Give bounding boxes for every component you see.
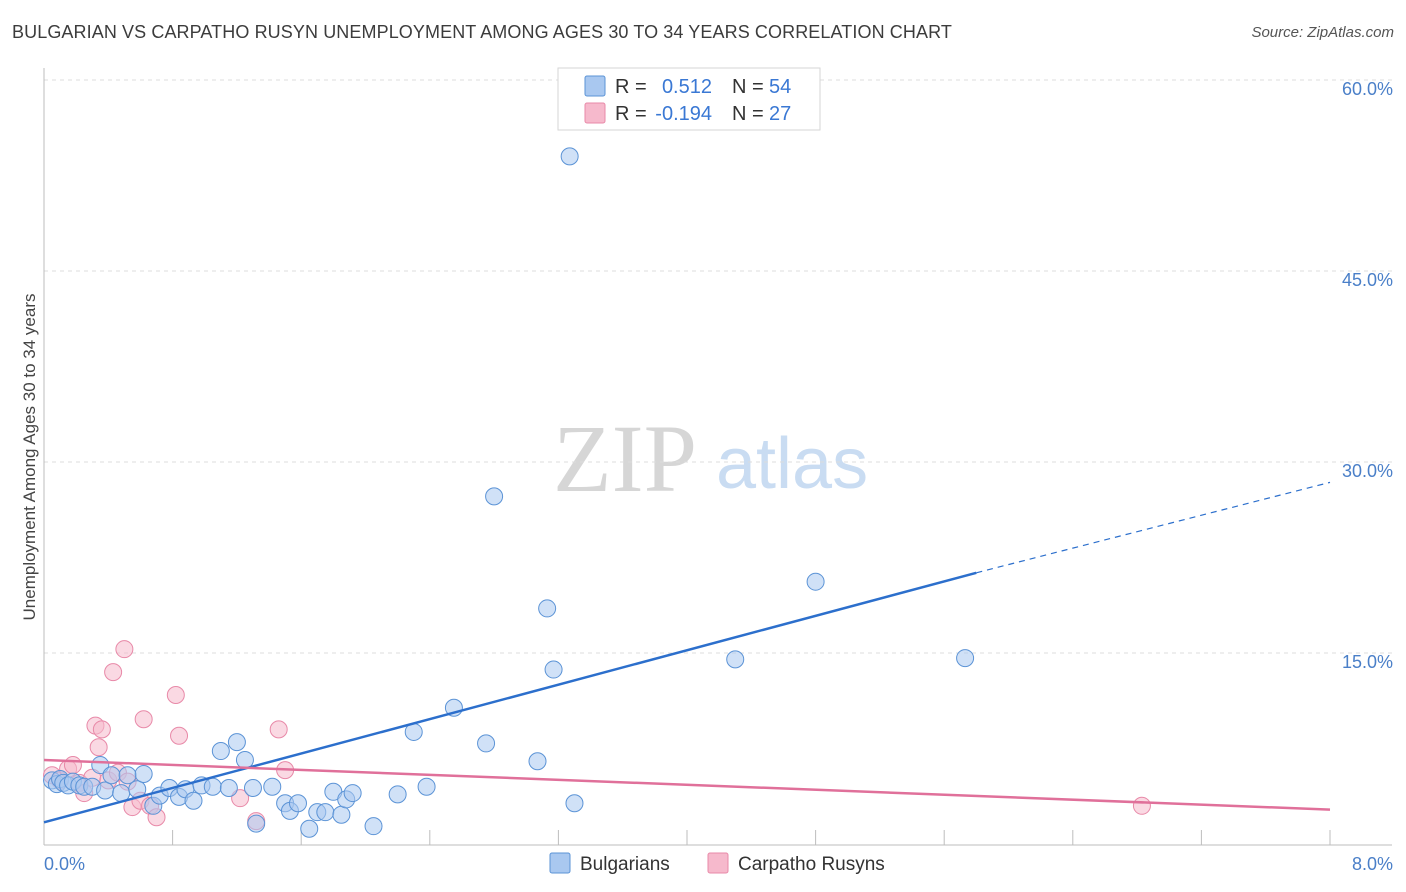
y-tick-labels: 15.0% 30.0% 45.0% 60.0% [1342, 79, 1393, 672]
bulgarians-point-24 [211, 742, 230, 761]
bulgarians-point-21 [184, 791, 203, 810]
trend-lines [43, 481, 1331, 824]
bulgarians-points [43, 147, 975, 838]
y-tick-label-60: 60.0% [1342, 79, 1393, 99]
bulgarians-point-49 [538, 599, 557, 618]
bulgarians-point-28 [243, 778, 262, 797]
bulgarians-point-51 [560, 147, 579, 166]
bulgarians-point-10 [96, 781, 115, 800]
y-tick-label-45: 45.0% [1342, 270, 1393, 290]
legend-swatch-bulgarians [584, 75, 606, 97]
carpatho-rusyns-point-17 [134, 710, 153, 729]
x-tick-label-max: 8.0% [1352, 854, 1393, 874]
bottom-legend-swatch-bulgarians [549, 852, 571, 874]
bulgarians-point-52 [565, 794, 584, 813]
legend-r-value-1: 0.512 [662, 76, 712, 98]
bulgarians-point-36 [316, 803, 335, 822]
bulgarians-point-15 [134, 764, 153, 783]
bulgarians-point-23 [203, 777, 222, 796]
x-tick-label-min: 0.0% [44, 854, 85, 874]
series-legend: Bulgarians Carpatho Rusyns [549, 852, 885, 875]
carpatho-rusyns-point-24 [269, 720, 288, 739]
legend-n-label-1: N = [732, 76, 764, 98]
carpatho-rusyns-point-22 [231, 789, 250, 808]
watermark-zip: ZIP [553, 405, 697, 512]
bulgarians-point-41 [364, 817, 383, 836]
carpatho-rusyns-point-11 [104, 663, 123, 682]
y-tick-label-30: 30.0% [1342, 461, 1393, 481]
carpatho-rusyns-point-8 [89, 738, 108, 757]
correlation-legend: R = 0.512 N = 54 R = -0.194 N = 27 [557, 67, 821, 131]
chart-title: BULGARIAN VS CARPATHO RUSYN UNEMPLOYMENT… [12, 22, 952, 42]
bulgarians-point-50 [544, 660, 563, 679]
bulgarians-point-38 [332, 805, 351, 824]
bulgarians-point-34 [300, 819, 319, 838]
bulgarians-point-55 [956, 649, 975, 668]
bulgarians-trend-extension [976, 481, 1331, 574]
bottom-legend-label-carpatho-rusyns: Carpatho Rusyns [738, 854, 885, 875]
carpatho-rusyns-point-3 [63, 756, 82, 775]
carpatho-rusyns-point-13 [115, 640, 134, 659]
bulgarians-point-30 [263, 777, 282, 796]
carpatho-rusyns-trend-line [43, 758, 1331, 811]
bulgarians-point-25 [219, 778, 238, 797]
x-ticks [172, 830, 1331, 845]
bulgarians-point-26 [227, 733, 246, 752]
legend-swatch-carpatho-rusyns [584, 102, 606, 124]
carpatho-rusyns-point-9 [92, 720, 111, 739]
bulgarians-trend-line [43, 571, 977, 824]
axes [43, 68, 1392, 846]
bulgarians-point-46 [477, 734, 496, 753]
carpatho-rusyns-point-20 [166, 686, 185, 705]
y-axis-label: Unemployment Among Ages 30 to 34 years [20, 294, 39, 621]
source-label: Source: ZipAtlas.com [1251, 24, 1394, 41]
legend-n-value-1: 54 [769, 76, 791, 98]
carpatho-rusyns-point-26 [1132, 796, 1151, 815]
bottom-legend-label-bulgarians: Bulgarians [580, 854, 670, 875]
legend-r-value-2: -0.194 [655, 103, 712, 125]
bulgarians-point-42 [388, 785, 407, 804]
bottom-legend-swatch-carpatho-rusyns [707, 852, 729, 874]
legend-n-value-2: 27 [769, 103, 791, 125]
bulgarians-point-40 [343, 784, 362, 803]
bulgarians-point-54 [806, 572, 825, 591]
bulgarians-point-48 [528, 752, 547, 771]
bulgarians-point-11 [102, 766, 121, 785]
gridlines [44, 79, 1392, 654]
y-tick-label-15: 15.0% [1342, 652, 1393, 672]
legend-r-label-2: R = [615, 103, 647, 125]
bulgarians-point-33 [288, 794, 307, 813]
bulgarians-point-47 [485, 487, 504, 506]
carpatho-rusyns-points [43, 640, 1151, 831]
watermark-atlas: atlas [716, 424, 868, 504]
legend-r-label-1: R = [615, 76, 647, 98]
bulgarians-point-44 [417, 777, 436, 796]
bulgarians-point-29 [247, 814, 266, 833]
bulgarians-point-53 [726, 650, 745, 669]
legend-n-label-2: N = [732, 103, 764, 125]
carpatho-rusyns-point-21 [170, 726, 189, 745]
